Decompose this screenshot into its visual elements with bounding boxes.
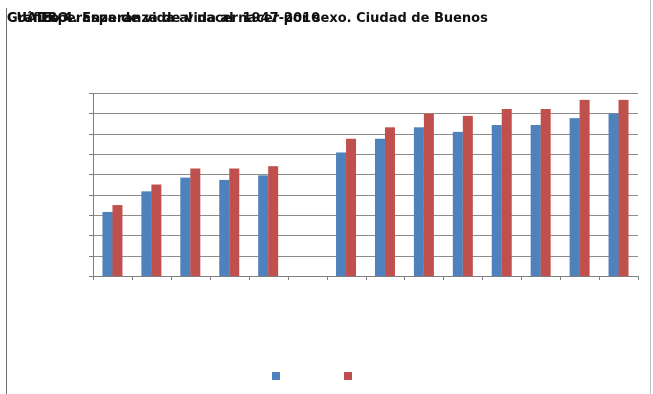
chart-title-main: Gráfico 4. Esperanza de vida al nacer po… <box>7 11 488 26</box>
bar-series2 <box>112 205 123 276</box>
frame-left-border <box>6 8 7 394</box>
bar-series2 <box>462 115 473 276</box>
bar-series1 <box>413 127 424 276</box>
bar-series2 <box>229 168 240 276</box>
bar-series1 <box>374 138 385 276</box>
bar-series2 <box>268 166 279 276</box>
frame-right-border <box>650 0 651 394</box>
bar-series2 <box>151 184 162 276</box>
chart-title-overlap-1: CUADRO <box>7 11 69 26</box>
bar-series1 <box>608 113 619 277</box>
legend-swatch-series2 <box>344 372 352 380</box>
bar-series2 <box>423 113 434 277</box>
bars <box>102 99 629 277</box>
bar-series1 <box>491 125 502 277</box>
axes <box>93 93 639 280</box>
bar-series2 <box>501 109 512 276</box>
bar-series1 <box>452 131 463 276</box>
bar-series1 <box>569 118 580 276</box>
gridlines <box>89 93 638 277</box>
bar-series1 <box>141 191 152 276</box>
bar-series2 <box>190 168 201 276</box>
bar-series1 <box>102 211 113 276</box>
chart-title-overlap-2: Esperanza de vida al nacer 1947-2010 <box>41 11 321 26</box>
bar-series2 <box>579 99 590 276</box>
legend <box>272 372 352 380</box>
bar-series1 <box>219 179 230 276</box>
bar-series1 <box>258 175 269 276</box>
legend-swatch-series1 <box>272 372 280 380</box>
bar-series1 <box>530 125 541 277</box>
bar-series1 <box>180 177 191 276</box>
bar-series2 <box>540 109 551 276</box>
chart-title: Gráfico 4. Esperanza de vida al nacer po… <box>7 11 647 31</box>
bar-series2 <box>346 138 357 276</box>
bar-series2 <box>384 127 395 276</box>
bar-series1 <box>336 152 347 276</box>
bar-series2 <box>618 99 629 276</box>
